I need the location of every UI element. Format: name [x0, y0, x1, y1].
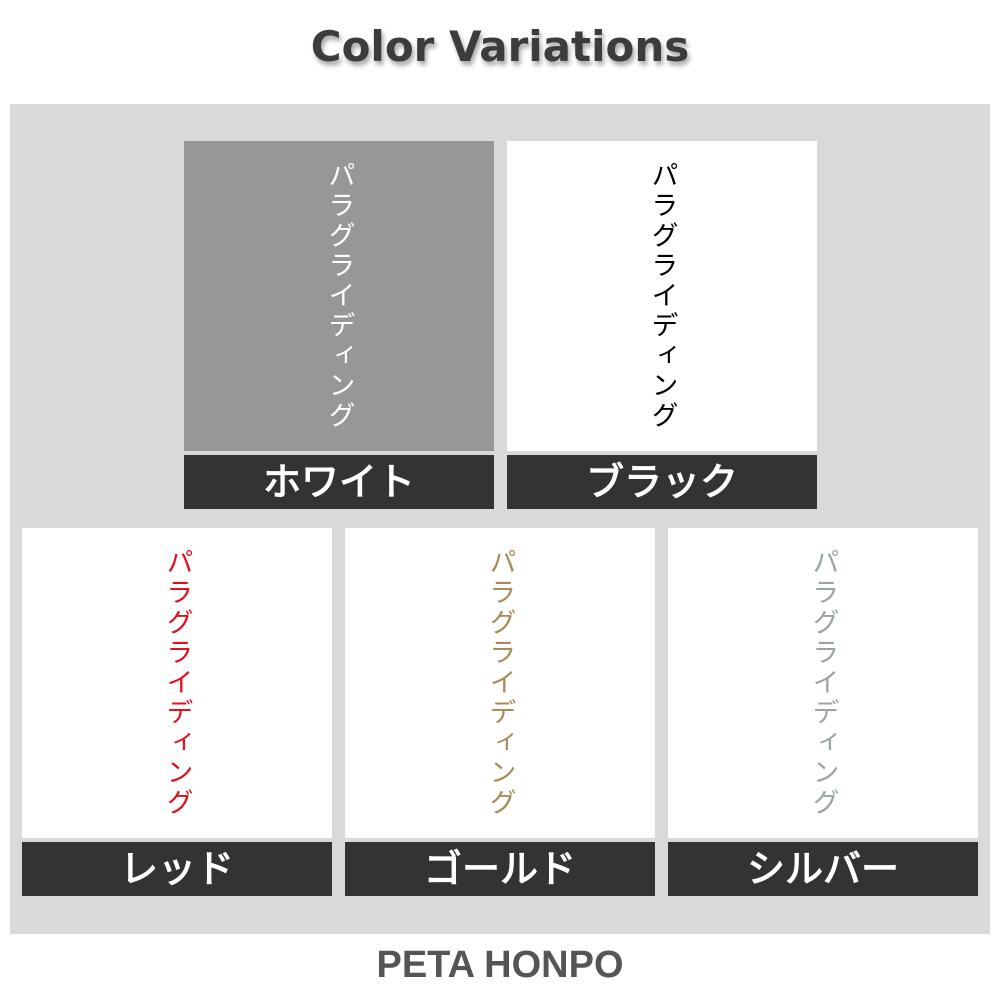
variation-label: シルバー	[668, 842, 978, 896]
swatch: パラグライディング	[22, 528, 332, 838]
variation-label: ホワイト	[184, 455, 494, 509]
variation-label: レッド	[22, 842, 332, 896]
sample-text: パラグライディング	[161, 548, 193, 818]
variation-card-gold: パラグライディング ゴールド	[345, 528, 655, 896]
swatch: パラグライディング	[345, 528, 655, 838]
swatch: パラグライディング	[184, 141, 494, 451]
variation-label: ブラック	[507, 455, 817, 509]
variations-panel: パラグライディング ホワイト パラグライディング ブラック パラグライディング …	[10, 104, 990, 934]
variation-label: ゴールド	[345, 842, 655, 896]
variation-card-white: パラグライディング ホワイト	[184, 141, 494, 509]
variation-card-silver: パラグライディング シルバー	[668, 528, 978, 896]
brand-name: PETA HONPO	[376, 944, 624, 986]
sample-text: パラグライディング	[323, 161, 355, 431]
sample-text: パラグライディング	[646, 161, 678, 431]
swatch: パラグライディング	[507, 141, 817, 451]
variation-card-black: パラグライディング ブラック	[507, 141, 817, 509]
sample-text: パラグライディング	[484, 548, 516, 818]
page-title: Color Variations	[310, 22, 690, 71]
swatch: パラグライディング	[668, 528, 978, 838]
sample-text: パラグライディング	[807, 548, 839, 818]
variation-card-red: パラグライディング レッド	[22, 528, 332, 896]
